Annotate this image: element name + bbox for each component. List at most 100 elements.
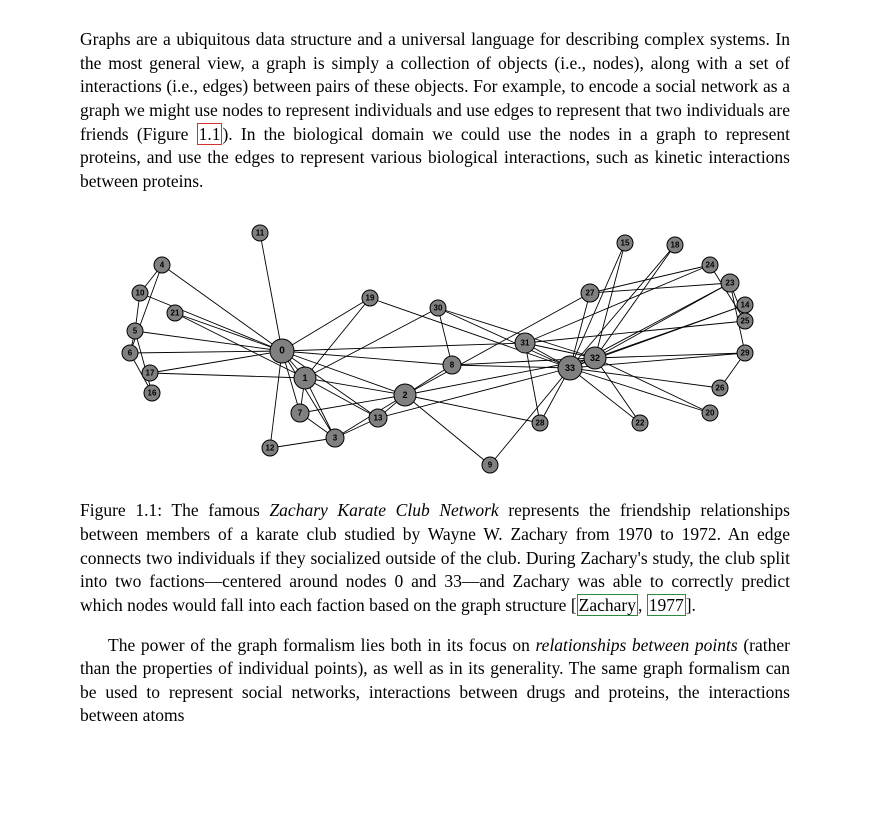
svg-text:24: 24: [706, 261, 715, 270]
node-8: 8: [443, 356, 461, 374]
svg-text:33: 33: [565, 363, 575, 373]
svg-text:5: 5: [133, 327, 138, 336]
edge: [490, 368, 570, 465]
node-4: 4: [154, 257, 170, 273]
svg-text:8: 8: [450, 361, 455, 370]
svg-text:17: 17: [146, 369, 155, 378]
edge: [135, 331, 152, 393]
edge: [595, 358, 710, 413]
node-22: 22: [632, 415, 648, 431]
edge: [282, 351, 335, 438]
svg-text:15: 15: [621, 239, 630, 248]
svg-text:9: 9: [488, 461, 493, 470]
node-20: 20: [702, 405, 718, 421]
svg-text:19: 19: [366, 294, 375, 303]
node-27: 27: [581, 284, 599, 302]
page: Graphs are a ubiquitous data structure a…: [0, 0, 870, 831]
svg-text:28: 28: [536, 419, 545, 428]
edge: [405, 395, 490, 465]
node-2: 2: [394, 384, 416, 406]
svg-text:6: 6: [128, 349, 133, 358]
node-32: 32: [584, 347, 606, 369]
edge: [135, 331, 282, 351]
svg-text:4: 4: [160, 261, 165, 270]
edge: [305, 308, 438, 378]
edge: [570, 368, 720, 388]
edge: [270, 438, 335, 448]
edge: [305, 298, 370, 378]
node-33: 33: [558, 356, 582, 380]
svg-text:31: 31: [521, 339, 530, 348]
svg-text:22: 22: [636, 419, 645, 428]
edge: [595, 353, 745, 358]
node-11: 11: [252, 225, 268, 241]
node-13: 13: [369, 409, 387, 427]
node-26: 26: [712, 380, 728, 396]
svg-text:26: 26: [716, 384, 725, 393]
edge: [525, 265, 710, 343]
edge: [525, 321, 745, 343]
svg-text:1: 1: [302, 373, 307, 383]
edge: [438, 308, 595, 358]
node-17: 17: [142, 365, 158, 381]
node-1: 1: [294, 367, 316, 389]
svg-text:27: 27: [586, 289, 595, 298]
svg-text:2: 2: [402, 390, 407, 400]
svg-text:7: 7: [298, 409, 303, 418]
node-31: 31: [515, 333, 535, 353]
edge: [150, 351, 282, 373]
edge: [175, 313, 282, 351]
svg-text:11: 11: [256, 229, 265, 238]
svg-text:16: 16: [148, 389, 157, 398]
edge: [260, 233, 282, 351]
node-19: 19: [362, 290, 378, 306]
svg-text:12: 12: [266, 444, 275, 453]
node-25: 25: [737, 313, 753, 329]
node-21: 21: [167, 305, 183, 321]
svg-text:18: 18: [671, 241, 680, 250]
node-12: 12: [262, 440, 278, 456]
node-30: 30: [430, 300, 446, 316]
edge: [570, 368, 710, 413]
svg-text:13: 13: [374, 414, 383, 423]
svg-text:14: 14: [741, 301, 750, 310]
node-3: 3: [326, 429, 344, 447]
paragraph-1: Graphs are a ubiquitous data structure a…: [80, 28, 790, 193]
node-15: 15: [617, 235, 633, 251]
svg-text:29: 29: [741, 349, 750, 358]
edge: [130, 265, 162, 353]
edge: [282, 343, 525, 351]
node-10: 10: [132, 285, 148, 301]
svg-text:20: 20: [706, 409, 715, 418]
svg-text:21: 21: [171, 309, 180, 318]
node-6: 6: [122, 345, 138, 361]
edge: [282, 298, 370, 351]
svg-text:3: 3: [333, 434, 338, 443]
edge: [370, 298, 570, 368]
edge: [282, 351, 452, 365]
edge: [140, 293, 282, 351]
paragraph-2: The power of the graph formalism lies bo…: [80, 634, 790, 729]
edge: [595, 245, 675, 358]
figure-1-1: 0123456789101112131415161718192021222324…: [80, 213, 790, 483]
svg-text:10: 10: [136, 289, 145, 298]
edge: [710, 265, 745, 321]
node-9: 9: [482, 457, 498, 473]
figure-1-1-caption: Figure 1.1: The famous Zachary Karate Cl…: [80, 499, 790, 617]
node-7: 7: [291, 404, 309, 422]
svg-text:25: 25: [741, 317, 750, 326]
edge: [150, 373, 305, 378]
node-24: 24: [702, 257, 718, 273]
network-graph-svg: 0123456789101112131415161718192021222324…: [80, 213, 790, 483]
edge: [405, 395, 540, 423]
node-16: 16: [144, 385, 160, 401]
svg-text:0: 0: [279, 346, 285, 357]
node-29: 29: [737, 345, 753, 361]
edge: [300, 395, 405, 413]
node-5: 5: [127, 323, 143, 339]
svg-text:30: 30: [434, 304, 443, 313]
edge: [130, 351, 282, 353]
node-0: 0: [270, 339, 294, 363]
edge: [595, 358, 640, 423]
svg-text:23: 23: [726, 279, 735, 288]
